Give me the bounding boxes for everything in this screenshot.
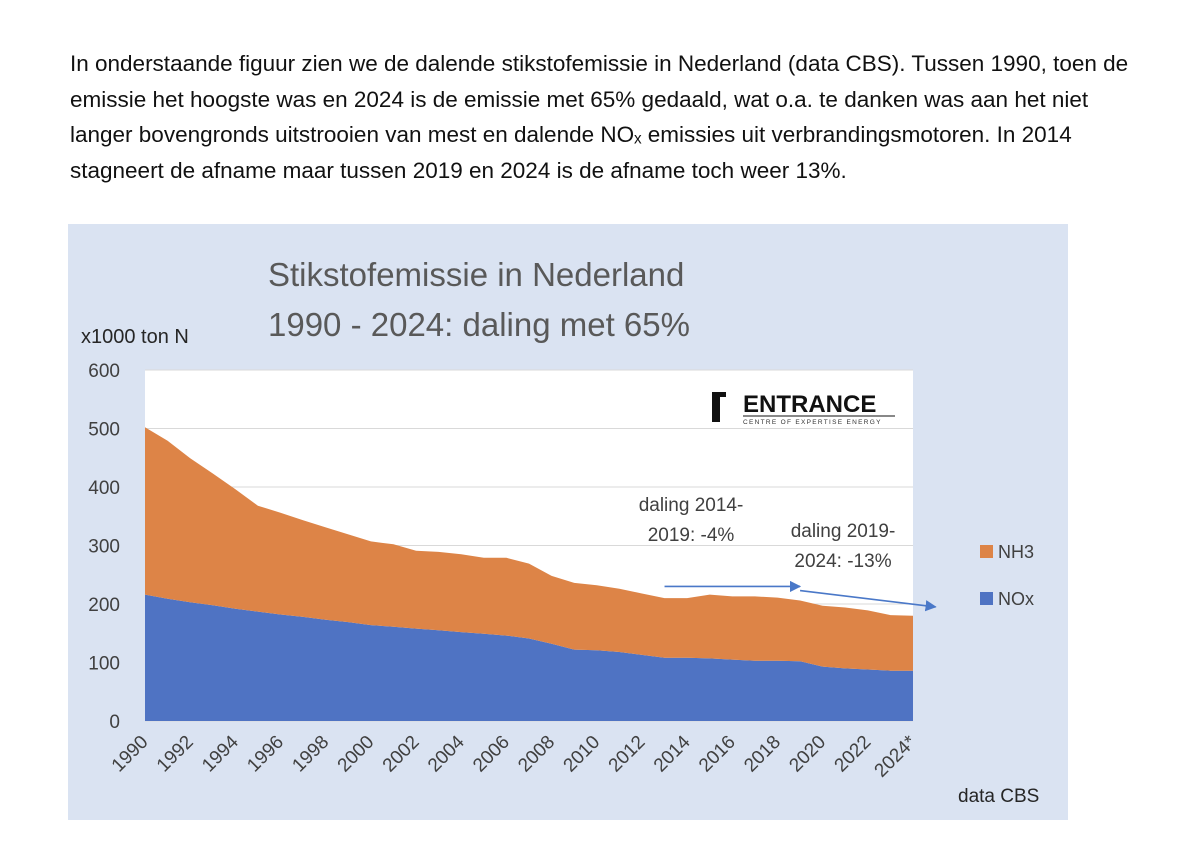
source-label: data CBS xyxy=(958,786,1040,807)
x-tick-label: 2022 xyxy=(831,732,876,777)
logo-name: ENTRANCE xyxy=(743,391,876,418)
x-tick-label: 2002 xyxy=(379,732,424,777)
y-tick-label: 200 xyxy=(88,595,120,616)
x-tick-label: 2018 xyxy=(740,732,785,777)
x-tick-label: 2012 xyxy=(605,732,650,777)
annotation-text: daling 2019- xyxy=(791,521,896,542)
chart-title-line-2: 1990 - 2024: daling met 65% xyxy=(268,306,690,343)
chart-figure: 0 100 200 300 400 500 600 1990 1992 1994 1996 1998… xyxy=(68,224,1068,820)
y-tick-label: 400 xyxy=(88,478,120,499)
x-tick-label: 2008 xyxy=(514,732,559,777)
legend-label-nox: NOx xyxy=(998,589,1034,609)
x-tick-label: 2024* xyxy=(871,731,921,781)
chart-title: Stikstofemissie in Nederland 1990 - 2024… xyxy=(268,250,690,350)
logo-bracket-bar xyxy=(712,392,720,422)
logo-tagline: CENTRE OF EXPERTISE ENERGY xyxy=(743,419,882,426)
x-tick-label: 2004 xyxy=(424,731,469,776)
x-tick-label: 1992 xyxy=(153,732,198,777)
annotation-text: 2019: -4% xyxy=(648,525,735,546)
y-tick-label: 100 xyxy=(88,654,120,675)
logo-bracket-top xyxy=(712,392,726,397)
x-tick-label: 2006 xyxy=(469,732,514,777)
x-tick-label: 1990 xyxy=(108,732,153,777)
x-tick-label: 1996 xyxy=(243,732,288,777)
annotation-arrow xyxy=(799,589,937,612)
area-series-nh3 xyxy=(145,427,913,671)
x-tick-label: 1998 xyxy=(288,732,333,777)
x-tick-label: 2016 xyxy=(695,732,740,777)
chart-svg: 0 100 200 300 400 500 600 1990 1992 1994 1996 1998… xyxy=(88,361,1034,782)
y-tick-label: 300 xyxy=(88,537,120,558)
legend-label-nh3: NH3 xyxy=(998,542,1034,562)
area-series-nox xyxy=(145,594,913,721)
x-tick-label: 2000 xyxy=(334,732,379,777)
y-tick-label: 600 xyxy=(88,361,120,382)
y-tick-label: 500 xyxy=(88,420,120,441)
chart-title-line-1: Stikstofemissie in Nederland xyxy=(268,256,685,293)
intro-paragraph: In onderstaande figuur zien we de dalend… xyxy=(70,51,1129,183)
x-tick-label: 1994 xyxy=(198,731,243,776)
x-tick-label: 2020 xyxy=(785,732,830,777)
x-tick-label: 2014 xyxy=(650,731,695,776)
y-axis-unit-label: x1000 ton N xyxy=(81,326,189,348)
annotation-text: daling 2014- xyxy=(639,495,744,516)
legend-swatch-nh3 xyxy=(980,545,993,558)
legend-swatch-nox xyxy=(980,592,993,605)
y-tick-label: 0 xyxy=(109,712,120,733)
annotation-text: 2024: -13% xyxy=(794,551,891,572)
x-tick-label: 2010 xyxy=(560,732,605,777)
